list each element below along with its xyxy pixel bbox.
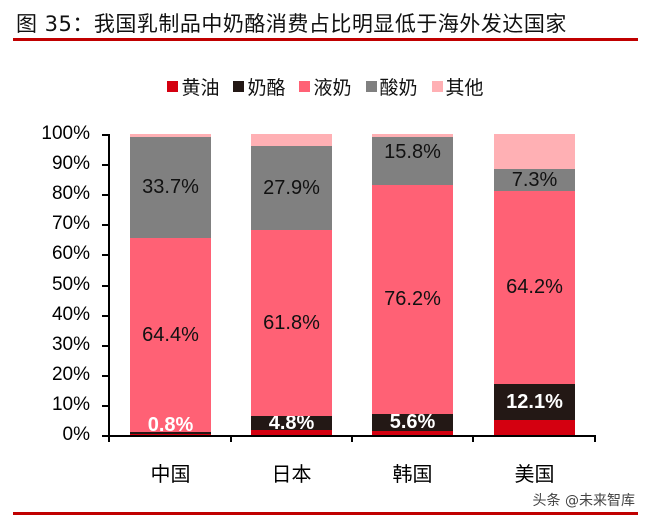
- segment-cheese: 5.6%: [372, 411, 453, 433]
- bar-korea: 5.6% 76.2% 15.8%: [372, 134, 453, 435]
- segment-liquid-milk: 61.8%: [251, 230, 332, 416]
- title-rule: [13, 38, 638, 41]
- segment-other: [372, 134, 453, 137]
- cheese-data-label: 0.8%: [147, 413, 194, 436]
- bottom-rule: [13, 512, 638, 515]
- segment-yogurt: 7.3%: [494, 169, 575, 191]
- cheese-swatch-icon: [233, 81, 245, 92]
- legend-item-yogurt: 酸奶: [365, 73, 418, 100]
- bar-china: 64.4% 0.8% 33.7%: [130, 134, 211, 436]
- x-label-china: 中国: [150, 462, 191, 486]
- chart-legend: 黄油 奶酪 液奶 酸奶 其他: [0, 73, 651, 100]
- segment-cheese: 12.1%: [494, 384, 575, 420]
- legend-item-butter: 黄油: [167, 73, 219, 100]
- watermark: 头条 @未来智库: [532, 493, 635, 509]
- yogurt-swatch-icon: [365, 81, 377, 92]
- bar-usa: 12.1% 64.2% 7.3%: [494, 134, 575, 435]
- segment-yogurt: 15.8%: [372, 137, 453, 185]
- segment-butter: [494, 420, 575, 435]
- segment-liquid-milk: 64.2%: [494, 191, 575, 384]
- liquid-milk-swatch-icon: [299, 81, 311, 92]
- segment-liquid-milk: 64.4%: [130, 238, 211, 432]
- figure-title: 图 35：我国乳制品中奶酪消费占比明显低于海外发达国家: [16, 12, 567, 36]
- segment-other: [251, 134, 332, 146]
- segment-cheese: 4.8%: [251, 412, 332, 434]
- butter-swatch-icon: [167, 81, 179, 92]
- segment-other: [494, 134, 575, 169]
- other-swatch-icon: [431, 81, 443, 92]
- segment-cheese: [130, 432, 211, 434]
- segment-butter: [251, 430, 332, 435]
- segment-butter: [130, 434, 211, 435]
- segment-yogurt: 27.9%: [251, 146, 332, 230]
- legend-item-liquid-milk: 液奶: [299, 73, 352, 100]
- segment-yogurt: 33.7%: [130, 137, 211, 238]
- y-axis-line: [108, 134, 110, 437]
- x-label-korea: 韩国: [392, 462, 433, 486]
- segment-butter: [372, 431, 453, 435]
- segment-other: [130, 134, 211, 137]
- bar-japan: 4.8% 61.8% 27.9%: [251, 134, 332, 435]
- legend-item-cheese: 奶酪: [233, 73, 285, 100]
- legend-item-other: 其他: [431, 73, 484, 100]
- x-label-japan: 日本: [271, 462, 312, 486]
- segment-liquid-milk: 76.2%: [372, 185, 453, 414]
- x-label-usa: 美国: [514, 462, 555, 486]
